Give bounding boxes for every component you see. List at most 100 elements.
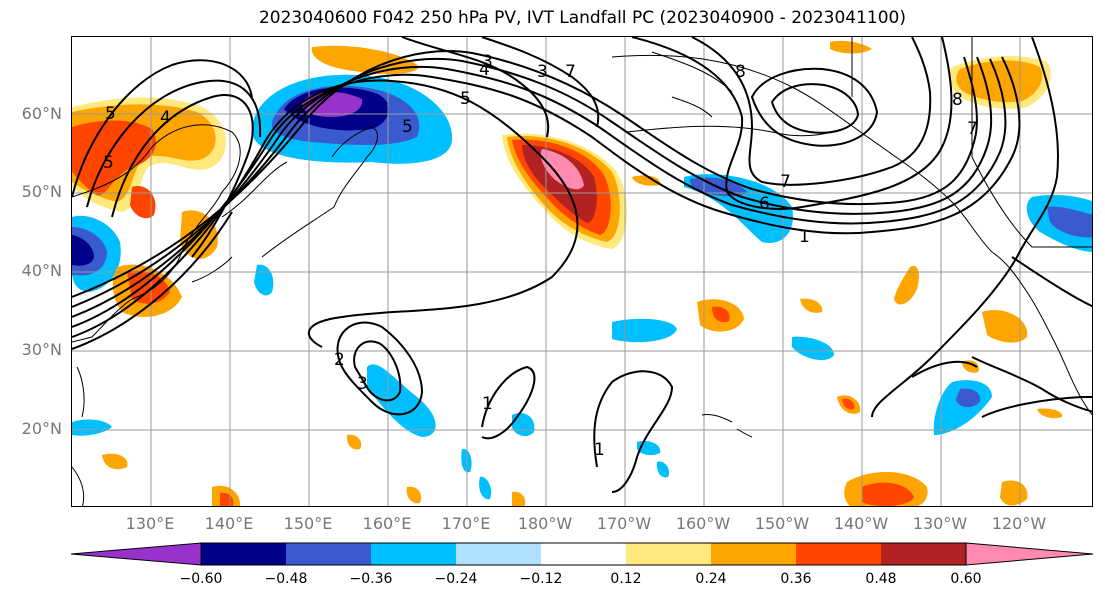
pv-negative-region bbox=[461, 448, 472, 473]
pv-positive-region bbox=[1037, 408, 1063, 419]
colorbar-tick: 0.48 bbox=[865, 571, 897, 587]
colorbar-outline bbox=[200, 542, 967, 566]
colorbar-tick: −0.36 bbox=[349, 571, 393, 587]
pv-negative-region bbox=[792, 336, 834, 361]
contour-line bbox=[1011, 256, 1092, 308]
lon-label-150e: 150°E bbox=[283, 514, 333, 533]
pv-positive-region bbox=[894, 265, 920, 305]
contour-label: 6 bbox=[759, 194, 770, 214]
colorbar-tick: −0.12 bbox=[519, 571, 563, 587]
contour-line bbox=[336, 321, 424, 416]
pv-negative-region bbox=[254, 264, 274, 296]
contour-line bbox=[72, 59, 253, 198]
pv-negative-region bbox=[612, 318, 677, 343]
pv-negative-region bbox=[479, 476, 492, 500]
contour-label: 5 bbox=[460, 89, 471, 109]
contour-label: 5 bbox=[402, 117, 413, 137]
pv-positive-region bbox=[712, 306, 730, 323]
colorbar-extend-high bbox=[965, 542, 1094, 566]
pv-positive-region bbox=[512, 491, 526, 506]
colorbar-tick: −0.48 bbox=[264, 571, 308, 587]
pv-positive-region bbox=[346, 434, 362, 450]
pv-positive-region bbox=[522, 145, 597, 223]
colorbar-tick: 0.24 bbox=[695, 571, 727, 587]
pv-negative-region bbox=[1047, 206, 1092, 238]
contour-label: 2 bbox=[334, 350, 345, 370]
contour-line bbox=[750, 67, 879, 147]
contour-line bbox=[631, 37, 953, 210]
coastlines bbox=[72, 37, 1092, 506]
colorbar-bin bbox=[541, 543, 626, 565]
pv-negative-region bbox=[72, 235, 94, 266]
hawaii-coastline bbox=[701, 414, 753, 438]
contour-label: 5 bbox=[105, 104, 116, 124]
map-panel: 5 4 5 5 4 3 3 7 8 5 7 6 1 7 8 2 3 1 1 bbox=[71, 36, 1093, 507]
colorbar-tick: 0.60 bbox=[950, 571, 982, 587]
contour-label: 1 bbox=[482, 394, 493, 414]
contour-label: 1 bbox=[594, 440, 605, 460]
colorbar-bin bbox=[796, 543, 881, 565]
alaska-coastline bbox=[611, 54, 1092, 416]
philippines-coastline bbox=[72, 366, 85, 506]
colorbar bbox=[71, 542, 1094, 566]
lon-label-180w: 180°W bbox=[517, 514, 573, 533]
lon-label-170e: 170°E bbox=[441, 514, 491, 533]
lat-label-20n: 20°N bbox=[21, 419, 62, 438]
contour-line bbox=[481, 365, 536, 440]
ivt-contours bbox=[72, 37, 1092, 493]
graticule bbox=[72, 37, 1092, 506]
pv-positive-region bbox=[127, 270, 170, 304]
colorbar-bin bbox=[711, 543, 796, 565]
pv-positive-region bbox=[102, 453, 128, 470]
colorbar-bin bbox=[286, 543, 371, 565]
kurils-coastline bbox=[261, 206, 335, 258]
nw-america-coastline bbox=[851, 37, 1092, 248]
contour-label: 3 bbox=[357, 374, 368, 394]
colorbar-tick: 0.12 bbox=[610, 571, 642, 587]
contour-line bbox=[72, 56, 993, 308]
contour-label: 3 bbox=[537, 62, 548, 82]
pv-negative-region bbox=[956, 388, 981, 408]
pv-anomaly-fills bbox=[72, 40, 1092, 506]
pv-positive-region bbox=[800, 298, 823, 313]
pv-positive-region bbox=[632, 175, 661, 186]
lon-label-150w: 150°W bbox=[754, 514, 810, 533]
lon-label-140e: 140°E bbox=[204, 514, 254, 533]
lat-label-40n: 40°N bbox=[21, 261, 62, 280]
pv-positive-region bbox=[406, 486, 422, 504]
lon-label-160w: 160°W bbox=[675, 514, 731, 533]
pv-negative-region bbox=[72, 419, 112, 436]
pv-positive-region bbox=[1000, 480, 1028, 506]
contour-line bbox=[481, 37, 600, 128]
contour-line bbox=[971, 356, 1092, 413]
map-canvas: 5 4 5 5 4 3 3 7 8 5 7 6 1 7 8 2 3 1 1 bbox=[72, 37, 1092, 506]
contour-line bbox=[111, 94, 254, 258]
colorbar-bin bbox=[201, 543, 286, 565]
pv-positive-region bbox=[862, 482, 914, 506]
colorbar-tick: −0.60 bbox=[179, 571, 223, 587]
lon-label-160e: 160°E bbox=[362, 514, 412, 533]
pv-negative-region bbox=[512, 412, 535, 437]
lat-label-30n: 30°N bbox=[21, 340, 62, 359]
colorbar-bin bbox=[881, 543, 966, 565]
contour-line bbox=[401, 37, 550, 138]
contour-line bbox=[86, 79, 262, 208]
contour-label: 3 bbox=[482, 52, 493, 72]
contour-line bbox=[72, 56, 1021, 328]
contour-line bbox=[911, 360, 978, 378]
lon-label-130e: 130°E bbox=[125, 514, 175, 533]
contour-label: 1 bbox=[799, 227, 810, 247]
asia-coastline bbox=[72, 124, 241, 343]
contour-label: 8 bbox=[735, 62, 746, 82]
lat-label-60n: 60°N bbox=[21, 104, 62, 123]
pv-positive-region bbox=[982, 309, 1028, 343]
aleutians-coastline bbox=[626, 125, 833, 137]
contour-label: 4 bbox=[479, 60, 490, 80]
colorbar-extend-low bbox=[71, 542, 202, 566]
colorbar-bin bbox=[371, 543, 456, 565]
lon-label-140w: 140°W bbox=[833, 514, 889, 533]
map-title: 2023040600 F042 250 hPa PV, IVT Landfall… bbox=[258, 8, 906, 28]
contour-line bbox=[871, 37, 1059, 418]
lat-label-50n: 50°N bbox=[21, 182, 62, 201]
colorbar-bin bbox=[626, 543, 711, 565]
